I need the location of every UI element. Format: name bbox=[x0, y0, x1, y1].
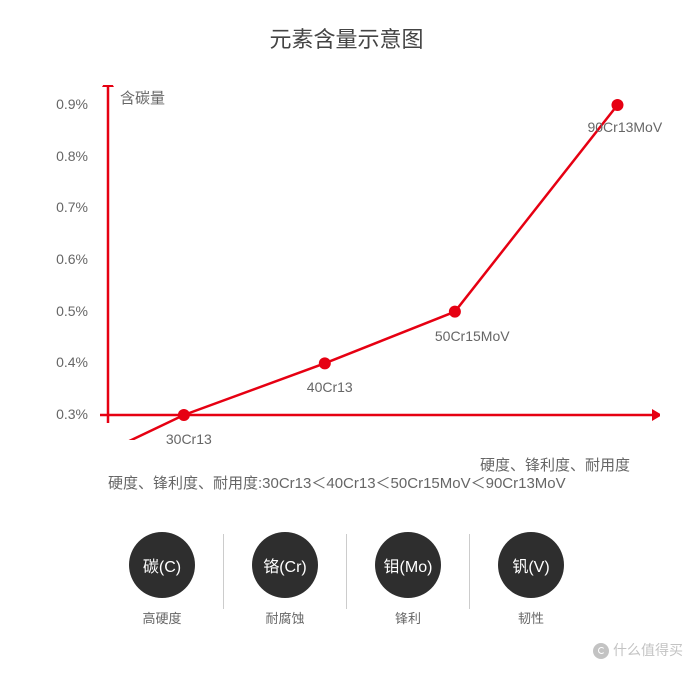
comparison-caption: 硬度、锋利度、耐用度:30Cr13＜40Cr13＜50Cr15MoV＜90Cr1… bbox=[108, 472, 566, 493]
y-tick-3: 0.6% bbox=[40, 251, 88, 267]
y-axis-label: 含碳量 bbox=[120, 87, 165, 108]
watermark: 什么值得买 bbox=[593, 640, 683, 660]
element-sub: 锋利 bbox=[395, 608, 421, 627]
element-circle: 铬(Cr) bbox=[252, 532, 318, 598]
point-label-0: 30Cr13 bbox=[166, 431, 212, 447]
watermark-text: 什么值得买 bbox=[613, 642, 683, 658]
element-0: 碳(C) 高硬度 bbox=[101, 532, 223, 627]
y-tick-1: 0.4% bbox=[40, 354, 88, 370]
y-tick-0: 0.3% bbox=[40, 406, 88, 422]
element-circle: 碳(C) bbox=[129, 532, 195, 598]
element-sub: 耐腐蚀 bbox=[265, 608, 304, 627]
element-circle: 钼(Mo) bbox=[375, 532, 441, 598]
y-tick-5: 0.8% bbox=[40, 148, 88, 164]
point-label-3: 90Cr13MoV bbox=[587, 119, 662, 135]
point-label-1: 40Cr13 bbox=[307, 379, 353, 395]
y-tick-4: 0.7% bbox=[40, 199, 88, 215]
element-3: 钒(V) 韧性 bbox=[470, 532, 592, 627]
elements-row: 碳(C) 高硬度 铬(Cr) 耐腐蚀 钼(Mo) 锋利 钒(V) 韧性 bbox=[0, 532, 693, 627]
point-label-2: 50Cr15MoV bbox=[435, 328, 510, 344]
element-1: 铬(Cr) 耐腐蚀 bbox=[224, 532, 346, 627]
watermark-icon bbox=[593, 643, 609, 659]
element-circle: 钒(V) bbox=[498, 532, 564, 598]
y-tick-6: 0.9% bbox=[40, 96, 88, 112]
element-2: 钼(Mo) 锋利 bbox=[347, 532, 469, 627]
element-sub: 高硬度 bbox=[142, 608, 181, 627]
chart-container: 含碳量 硬度、锋利度、耐用度 30Cr1340Cr1350Cr15MoV90Cr… bbox=[40, 85, 660, 440]
page-title: 元素含量示意图 bbox=[0, 0, 693, 54]
y-tick-2: 0.5% bbox=[40, 303, 88, 319]
element-sub: 韧性 bbox=[518, 608, 544, 627]
